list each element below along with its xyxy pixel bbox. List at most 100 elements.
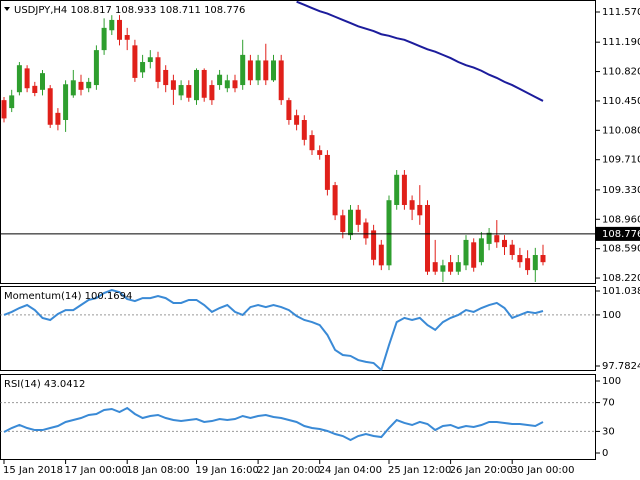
candle-body: [194, 69, 199, 101]
panel-title: Momentum(14) 100.1694: [4, 291, 132, 302]
candle-body: [271, 60, 276, 81]
candle-body: [317, 150, 323, 155]
y-tick-label: 110.080: [602, 125, 640, 136]
candle-body: [378, 244, 384, 266]
indicator-line: [3, 289, 544, 371]
panel-plot: [1, 0, 546, 283]
y-tick-label: 110.450: [602, 96, 640, 107]
indicator-line: [3, 406, 544, 442]
candle-body: [117, 19, 122, 40]
candle-body: [132, 45, 138, 78]
candle-body: [417, 204, 423, 216]
x-tick-label: 25 Jan 12:00: [388, 465, 451, 476]
rsi-panel: [0, 374, 596, 460]
candle-body: [170, 80, 176, 90]
panel-title: RSI(14) 43.0412: [4, 379, 85, 390]
panel-title: USDJPY,H4 108.817 108.933 108.711 108.77…: [14, 5, 245, 16]
y-tick-label: 108.590: [602, 244, 640, 255]
candle-body: [163, 69, 169, 86]
candle-body: [502, 239, 507, 248]
candle-body: [340, 215, 346, 232]
candle-body: [155, 57, 161, 82]
y-tick-label: 111.570: [602, 7, 640, 18]
candle-body: [432, 262, 438, 272]
candle-body: [247, 60, 253, 81]
candle-body: [217, 74, 223, 86]
last-price-label: 108.776: [602, 229, 640, 240]
x-tick-label: 26 Jan 20:00: [450, 465, 513, 476]
candle-body: [478, 238, 484, 263]
candle-body: [471, 242, 477, 268]
y-tick-label: 108.960: [602, 214, 640, 225]
y-tick-label: 0: [602, 448, 608, 459]
candle-body: [301, 120, 307, 140]
candle-body: [525, 258, 531, 271]
candle-body: [409, 200, 415, 210]
panel-plot: [0, 402, 596, 442]
candle-body: [93, 50, 99, 86]
candle-body: [101, 27, 107, 51]
y-tick-label: 111.190: [602, 37, 640, 48]
x-tick-label: 22 Jan 20:00: [257, 465, 320, 476]
candle-body: [348, 209, 353, 236]
candle-body: [394, 174, 400, 205]
moving-average: [296, 0, 544, 102]
candle-body: [78, 81, 84, 90]
candle-body: [240, 54, 246, 86]
candle-body: [1, 100, 7, 119]
candle-body: [86, 81, 92, 89]
candle-body: [124, 35, 130, 40]
price-panel: [0, 0, 596, 284]
last-price-box: [596, 226, 640, 241]
x-tick-label: 15 Jan 2018: [3, 465, 63, 476]
candle-body: [186, 85, 192, 98]
y-tick-label: 110.820: [602, 67, 640, 78]
x-tick-label: 24 Jan 04:00: [319, 465, 382, 476]
y-tick-label: 100: [602, 376, 621, 387]
candle-body: [448, 262, 454, 272]
candle-body: [463, 239, 469, 266]
x-tick-label: 30 Jan 00:00: [511, 465, 574, 476]
candle-body: [40, 73, 45, 90]
candle-body: [201, 69, 207, 98]
candle-body: [517, 255, 523, 263]
menu-triangle: [4, 7, 10, 11]
panel-plot: [0, 289, 596, 371]
candle-body: [324, 154, 330, 190]
candle-body: [371, 230, 377, 260]
candle-body: [255, 60, 261, 81]
candle-body: [32, 85, 38, 93]
y-tick-label: 109.330: [602, 185, 640, 196]
candle-body: [440, 265, 446, 272]
candle-body: [47, 88, 53, 125]
candle-body: [9, 95, 15, 109]
x-tick-label: 19 Jan 16:00: [196, 465, 259, 476]
y-tick-label: 30: [602, 426, 615, 437]
candle-body: [140, 62, 146, 73]
x-tick-label: 17 Jan 00:00: [65, 465, 128, 476]
candle-body: [178, 85, 184, 96]
candle-body: [286, 100, 292, 121]
candle-body: [509, 244, 515, 256]
candle-body: [16, 65, 22, 93]
momentum-panel: [0, 286, 596, 371]
candle-body: [363, 222, 369, 239]
y-tick-label: 101.0389: [602, 286, 640, 297]
candle-body: [486, 232, 492, 244]
candle-body: [294, 115, 300, 125]
candle-body: [147, 57, 153, 63]
x-tick-label: 18 Jan 08:00: [126, 465, 189, 476]
candle-body: [63, 84, 69, 121]
candle-body: [232, 80, 238, 89]
candle-body: [224, 80, 230, 89]
candle-body: [263, 60, 269, 81]
candle-body: [455, 262, 461, 272]
candle-body: [70, 80, 76, 96]
candle-body: [55, 112, 61, 125]
y-tick-label: 100: [602, 310, 621, 321]
y-tick-label: 97.7824: [602, 361, 640, 372]
candle-body: [332, 185, 338, 216]
y-tick-label: 109.710: [602, 155, 640, 166]
y-tick-label: 70: [602, 398, 615, 409]
